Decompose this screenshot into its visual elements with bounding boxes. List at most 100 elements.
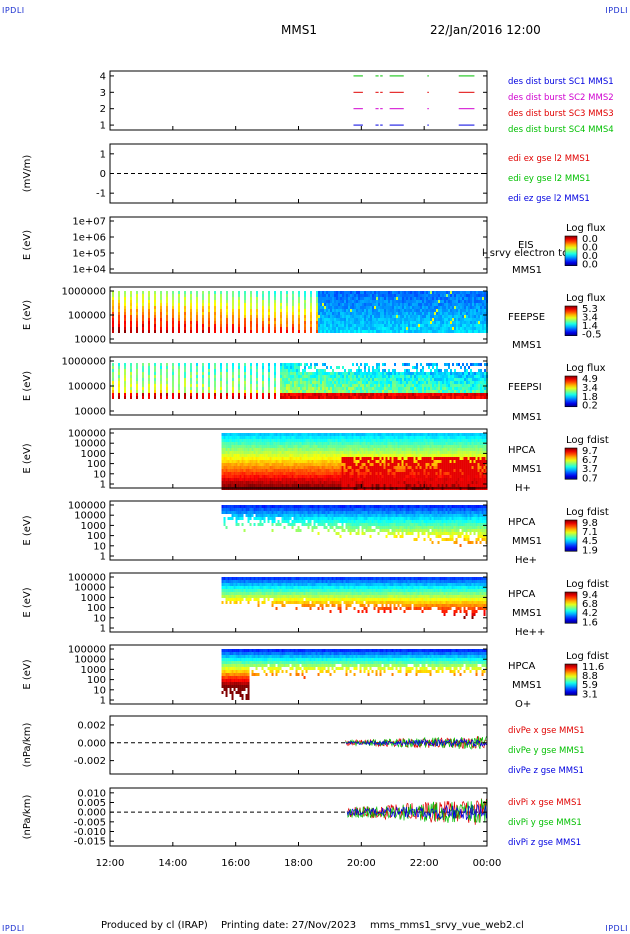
- instrument-label: FEEPSI: [508, 382, 542, 393]
- y-tick-label: 2: [100, 104, 106, 115]
- colorbar-title: Log flux: [566, 293, 606, 304]
- panel-p3: 1e+07 1e+06 1e+05 1e+04 E (eV) l_srvy electro…: [22, 216, 606, 276]
- y-tick-label: 100000: [68, 573, 106, 584]
- instrument-label: HPCA: [508, 517, 536, 528]
- colorbar-title: Log fdist: [566, 579, 609, 590]
- y-tick-label: 100: [87, 531, 106, 542]
- spacecraft-label: MMS1: [512, 608, 542, 619]
- corner-tag-bottom-left: IPDLI: [2, 924, 25, 933]
- legend-entry: des dist burst SC2 MMS2: [508, 93, 614, 103]
- colorbar-tick-label: 5.3: [582, 304, 598, 315]
- colorbar-title: Log flux: [566, 223, 606, 234]
- y-tick-label: 1: [100, 696, 106, 707]
- y-tick-label: -0.015: [74, 837, 106, 848]
- y-tick-label: 0.002: [77, 720, 106, 731]
- y-axis-label: E (eV): [22, 443, 33, 473]
- spacecraft-label: MMS1: [512, 265, 542, 276]
- y-tick-label: 100000: [68, 382, 106, 393]
- y-tick-label: 100: [87, 603, 106, 614]
- y-axis-label: E (eV): [22, 587, 33, 617]
- panel-p4-plot-area: [112, 291, 488, 333]
- colorbar-tick-label: 3.4: [582, 313, 598, 324]
- panel-p5-plot-area: [112, 363, 488, 399]
- y-axis-label: E (eV): [22, 230, 33, 260]
- colorbar: [564, 375, 578, 408]
- y-tick-label: 1000000: [61, 287, 106, 298]
- y-axis-label: (nPa/km): [22, 795, 33, 840]
- y-axis-label: E (eV): [22, 515, 33, 545]
- y-tick-label: 10000: [74, 511, 106, 522]
- x-tick-label: 18:00: [284, 858, 313, 869]
- spacecraft-label: MMS1: [512, 412, 542, 423]
- colorbar-tick-label: 6.8: [582, 599, 598, 610]
- x-tick-label: 12:00: [96, 858, 125, 869]
- y-tick-label: 10: [93, 541, 106, 552]
- y-tick-label: -0.005: [74, 817, 106, 828]
- colorbar-tick-label: 4.5: [582, 536, 598, 547]
- y-tick-label: 0.005: [77, 798, 106, 809]
- y-tick-label: 1: [100, 552, 106, 563]
- y-tick-label: 10000: [74, 407, 106, 418]
- colorbar-tick-label: 4.9: [582, 374, 598, 385]
- species-label: He++: [515, 627, 545, 638]
- colorbar-tick-label: 3.4: [582, 383, 598, 394]
- colorbar-tick-label: 0.0: [582, 243, 598, 254]
- y-tick-label: 1: [100, 121, 106, 132]
- panel-p8-plot-area: [221, 577, 488, 619]
- spacecraft-label: MMS1: [512, 464, 542, 475]
- x-tick-label: 14:00: [158, 858, 187, 869]
- legend-entry: des dist burst SC4 MMS4: [508, 125, 614, 135]
- x-tick-label: 16:00: [221, 858, 250, 869]
- panel-p3-frame: [109, 216, 488, 274]
- y-tick-label: 10000: [74, 583, 106, 594]
- footer-print-date: Printing date: 27/Nov/2023: [221, 920, 357, 931]
- colorbar-tick-label: 1.9: [582, 545, 598, 556]
- panel-p1-plot-area: [353, 75, 475, 126]
- y-axis-label: E (eV): [22, 300, 33, 330]
- colorbar: [564, 519, 578, 552]
- colorbar: [564, 591, 578, 624]
- colorbar-tick-label: 3.7: [582, 464, 598, 475]
- x-tick-label: 22:00: [410, 858, 439, 869]
- legend-entry: divPi x gse MMS1: [508, 798, 582, 808]
- corner-tag-top-left: IPDLI: [2, 6, 25, 15]
- y-axis-label: E (eV): [22, 371, 33, 401]
- y-tick-label: 10: [93, 685, 106, 696]
- panel-p9-plot-area: [221, 649, 488, 700]
- y-axis-label: (mV/m): [22, 155, 33, 193]
- y-tick-label: 100: [87, 675, 106, 686]
- spacecraft-label: MMS1: [512, 536, 542, 547]
- colorbar-tick-label: 1.4: [582, 321, 598, 332]
- series-line-2: [346, 803, 487, 820]
- colorbar: [564, 235, 578, 266]
- spacecraft-label: MMS1: [512, 680, 542, 691]
- legend-entry: divPi y gse MMS1: [508, 818, 582, 828]
- y-tick-label: 0.000: [77, 738, 106, 749]
- legend-entry: edi ez gse l2 MMS1: [508, 194, 590, 204]
- colorbar-tick-label: -0.5: [582, 330, 602, 341]
- y-tick-label: -0.002: [74, 756, 106, 767]
- colorbar-tick-label: 4.2: [582, 608, 598, 619]
- legend-entry: des dist burst SC3 MMS3: [508, 109, 614, 119]
- y-tick-label: 1000: [81, 593, 106, 604]
- y-tick-label: 1e+06: [72, 233, 106, 244]
- legend-entry: des dist burst SC1 MMS1: [508, 77, 614, 87]
- colorbar: [564, 663, 578, 696]
- legend-entry: edi ex gse l2 MMS1: [508, 154, 590, 164]
- colorbar-tick-label: 1.8: [582, 392, 598, 403]
- panel-p10: 0.002 0.000 -0.002 (nPa/km) divPe x gse MMS1…: [22, 715, 585, 776]
- y-tick-label: 10: [93, 469, 106, 480]
- y-tick-label: 10000: [74, 439, 106, 450]
- y-tick-label: 4: [100, 71, 106, 82]
- colorbar-title: Log fdist: [566, 507, 609, 518]
- colorbar-tick-label: 7.1: [582, 527, 598, 538]
- colorbar: [564, 305, 578, 336]
- y-tick-label: 1000: [81, 665, 106, 676]
- y-tick-label: 1000: [81, 521, 106, 532]
- y-tick-label: 100000: [68, 429, 106, 440]
- colorbar-title: Log fdist: [566, 651, 609, 662]
- y-tick-label: 100: [87, 459, 106, 470]
- y-tick-label: 0: [100, 169, 106, 180]
- overlay-label: l_srvy electron to: [482, 248, 568, 259]
